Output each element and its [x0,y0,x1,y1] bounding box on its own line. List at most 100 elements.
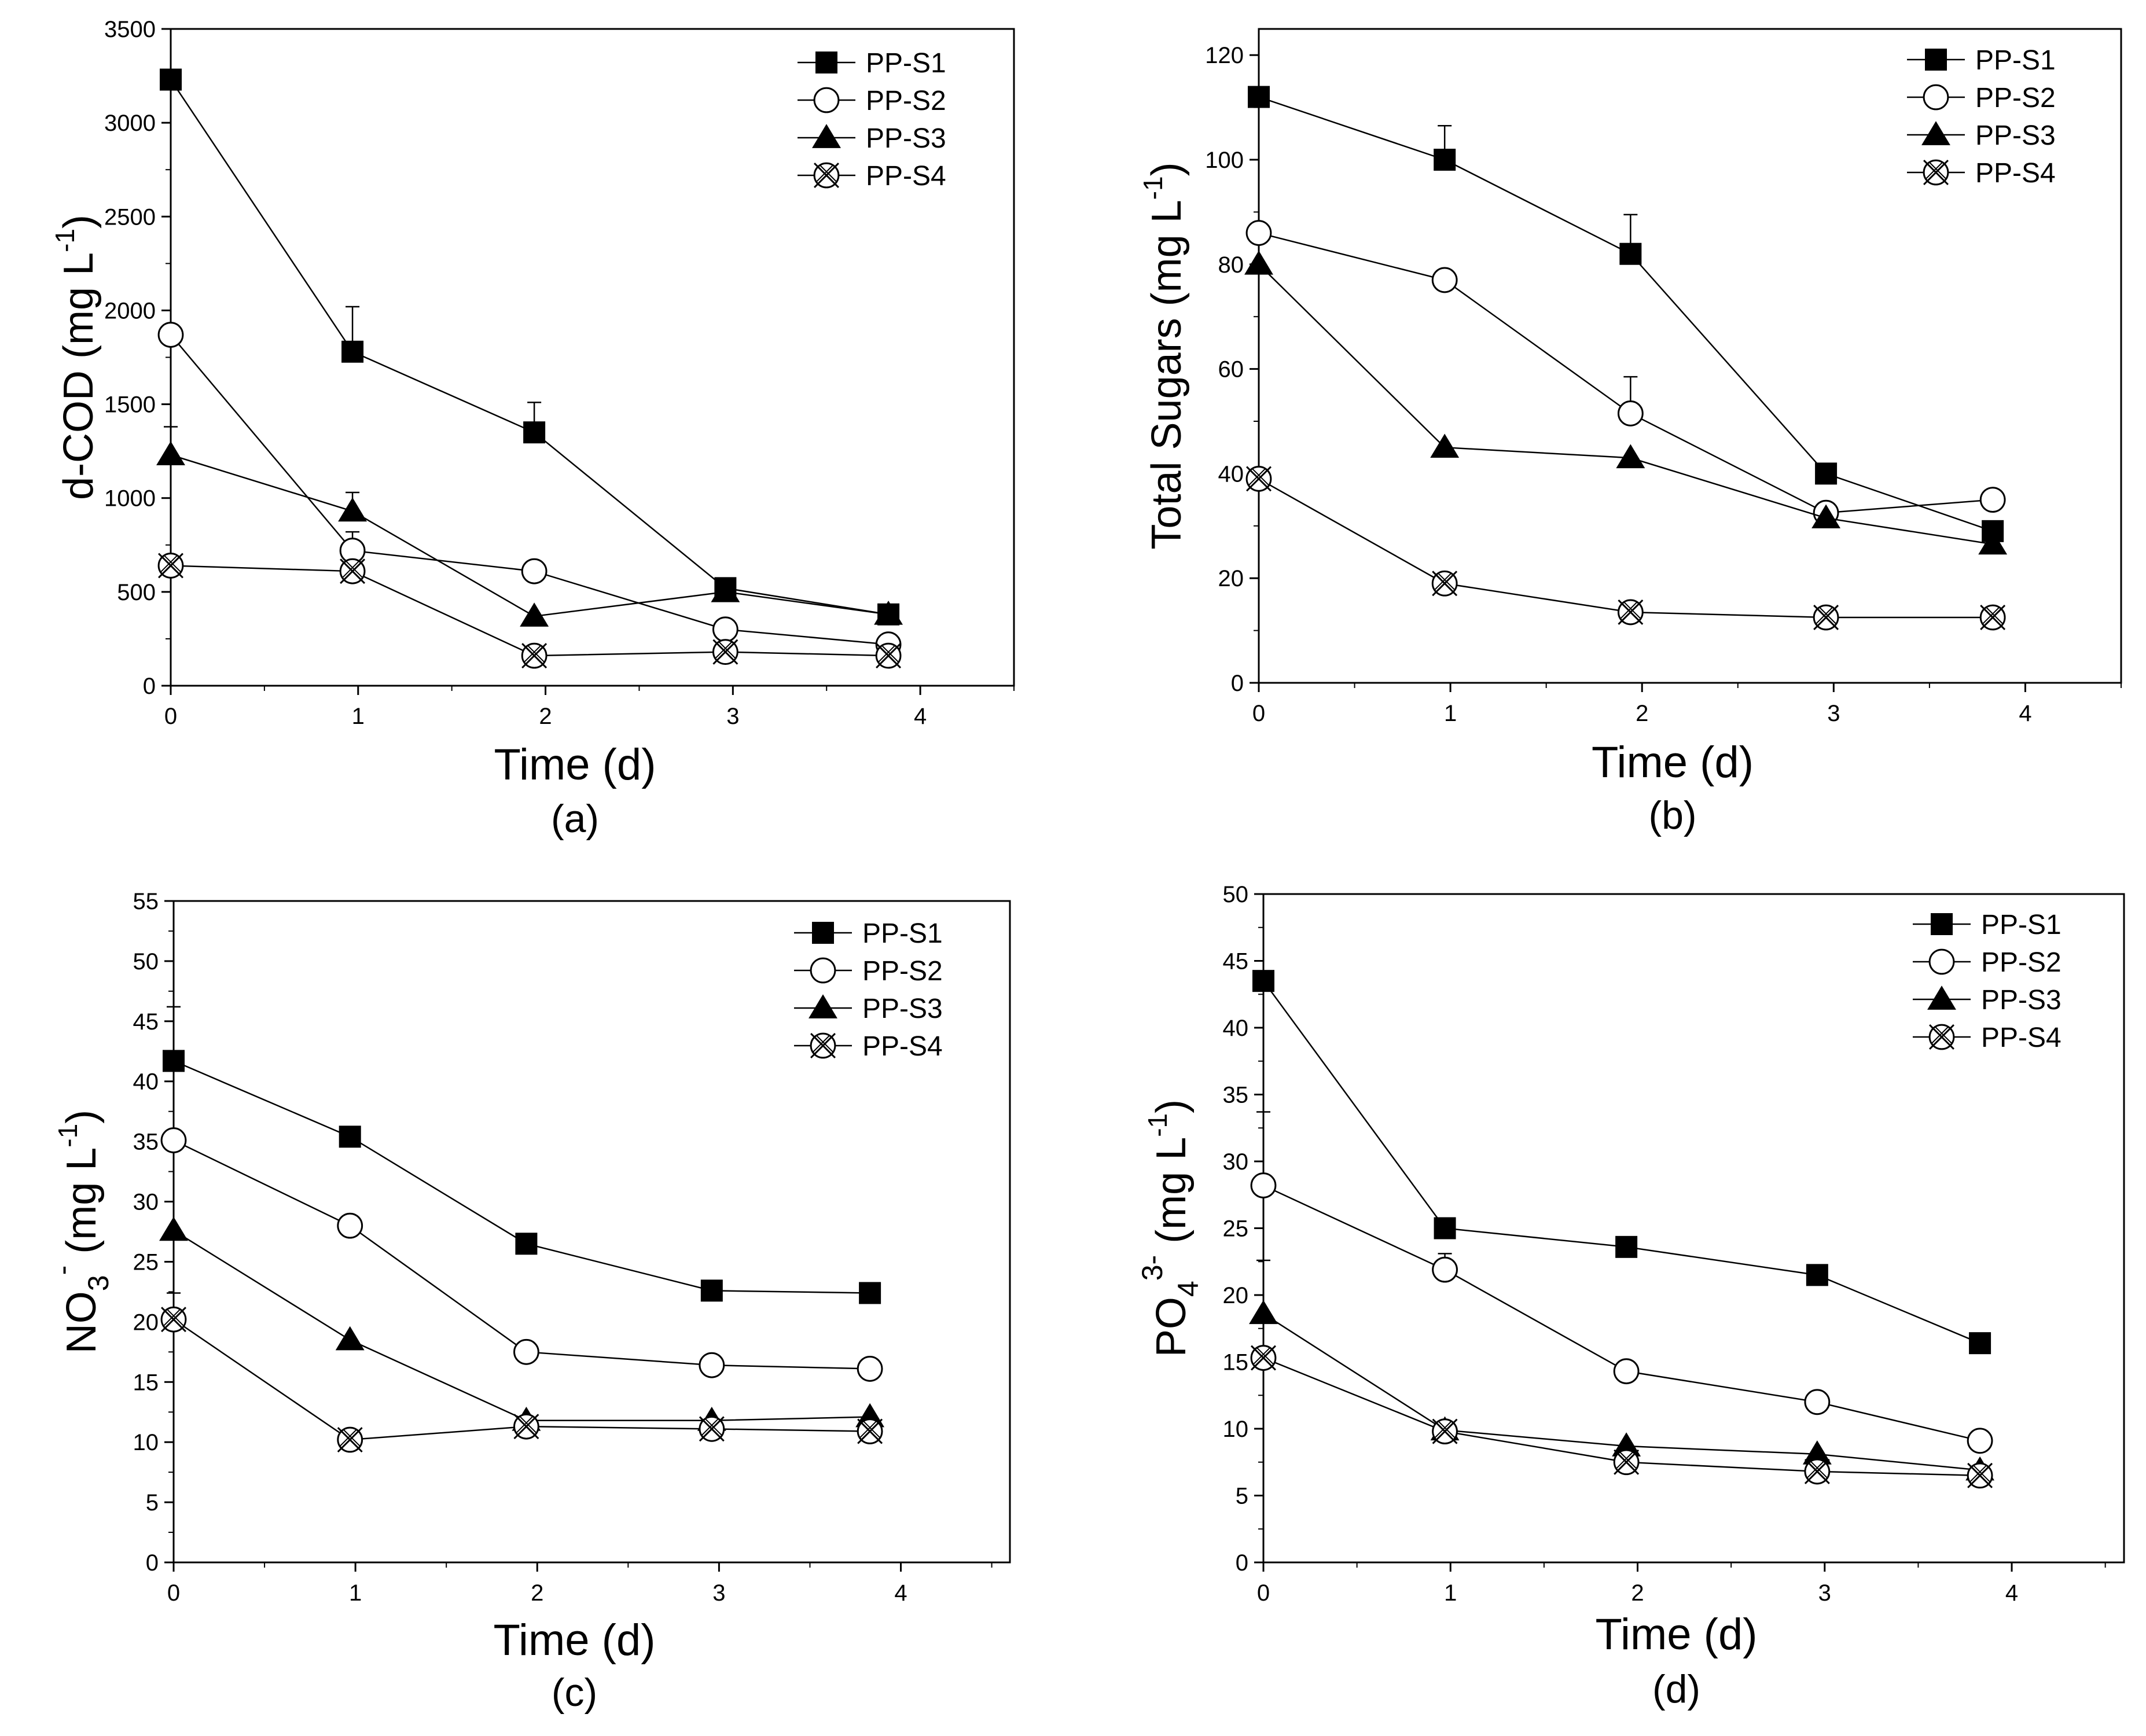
series-pp-s3 [156,426,903,627]
data-point [1612,1432,1641,1457]
series-line [1263,1185,1980,1442]
data-point [1979,487,2006,513]
data-point [160,1127,187,1153]
data-point [1811,504,1841,529]
data-point [712,616,738,643]
data-point [1244,251,1273,275]
y-tick-label: 10 [1223,1417,1249,1442]
x-tick-label: 4 [914,704,927,729]
x-tick-label: 0 [167,1580,180,1606]
data-point [1804,1389,1831,1415]
y-tick-label: 5 [146,1490,159,1516]
legend-marker [812,124,841,148]
data-point [1967,1462,1993,1489]
y-tick-label: 20 [1218,566,1244,591]
series-pp-s2 [1245,220,2006,526]
data-point [699,1415,725,1442]
panel-label: (a) [551,797,599,841]
y-tick-label: 1000 [104,486,156,512]
x-tick-label: 3 [1827,701,1840,726]
data-point [1613,1358,1640,1385]
series-pp-s1 [163,1006,881,1304]
series-line [170,454,889,617]
y-axis-title-unit: (mg L [1148,1137,1195,1255]
legend-marker [1923,159,1949,186]
data-point [157,322,184,348]
y-tick-label: 20 [133,1310,159,1335]
legend-label: PP-S1 [866,48,946,79]
data-point [1245,220,1272,246]
data-point [1615,1235,1638,1258]
x-tick-label: 1 [349,1580,362,1606]
legend-label: PP-S2 [1975,83,2056,113]
data-point [160,68,182,91]
y-tick-label: 50 [1223,882,1249,907]
y-tick-label: 45 [133,1009,159,1035]
series-pp-s4 [157,553,902,669]
y-axis-title: PO43- (mg L-1) [1136,1099,1204,1357]
data-point [700,1279,723,1302]
chart-panel: 0 1 2 3 4 0 500 1000 1500 2000 2500 3000 3500 Time (d… [50,17,1015,841]
data-point [1431,267,1458,293]
y-axis-title-end: ) [58,1110,105,1124]
y-tick-label: 0 [1231,671,1244,696]
y-tick-label: 2500 [104,204,156,230]
legend: PP-S1 PP-S2 PP-S3 PP-S4 [798,48,946,192]
y-axis-title-text: d-COD (mg L [56,252,102,500]
x-tick-label: 2 [1631,1580,1644,1606]
x-tick-label: 1 [1444,701,1457,726]
data-point [513,1413,539,1440]
legend-label: PP-S2 [866,86,946,116]
series-pp-s4 [1250,1345,1993,1489]
data-point [520,602,549,627]
y-axis-title: NO3- (mg L-1) [46,1110,115,1354]
data-point [513,1338,539,1365]
y-tick-label: 35 [133,1130,159,1155]
data-point [338,497,368,522]
legend-marker [1931,913,1953,935]
data-point [339,1126,361,1148]
legend-marker [815,52,837,73]
y-tick-label: 15 [133,1370,159,1395]
data-point [337,1212,363,1239]
legend-marker [812,922,834,944]
x-tick-label: 2 [1636,701,1648,726]
legend-marker [1925,49,1947,71]
y-axis-title-text: NO [58,1291,105,1354]
series-line [173,1060,870,1294]
data-point [1245,466,1272,492]
y-tick-label: 30 [133,1190,159,1215]
data-point [711,578,740,602]
legend-label: PP-S3 [862,994,943,1024]
x-tick-label: 3 [726,704,739,729]
y-axis-title-superscript: -1 [53,1124,83,1147]
legend-label: PP-S3 [1975,120,2056,151]
legend-label: PP-S1 [1981,910,2062,940]
y-tick-label: 40 [1218,461,1244,487]
y-axis-title-end: ) [1148,1099,1195,1113]
y-tick-label: 40 [1223,1016,1249,1041]
x-axis-title: Time (d) [1592,738,1754,787]
legend: PP-S1 PP-S2 PP-S3 PP-S4 [1907,45,2056,189]
data-point [1432,1256,1458,1283]
series-line [170,79,889,616]
y-tick-label: 2000 [104,298,156,323]
data-point [1619,242,1642,265]
x-tick-label: 0 [1252,701,1265,726]
legend-label: PP-S4 [862,1031,943,1062]
y-axis-title-end: ) [1144,162,1190,176]
panel-label: (d) [1652,1667,1700,1711]
series-line [1262,980,1980,1344]
data-point [712,639,738,665]
data-point [1804,1458,1831,1485]
legend-marker [809,994,837,1018]
data-point [1616,444,1645,469]
data-point [163,1050,185,1072]
data-point [1806,1264,1828,1286]
data-point [1613,1449,1640,1476]
series-line [170,334,889,645]
y-axis-title-end: ) [56,215,102,229]
data-point [159,1216,188,1241]
data-point [1434,1217,1456,1240]
